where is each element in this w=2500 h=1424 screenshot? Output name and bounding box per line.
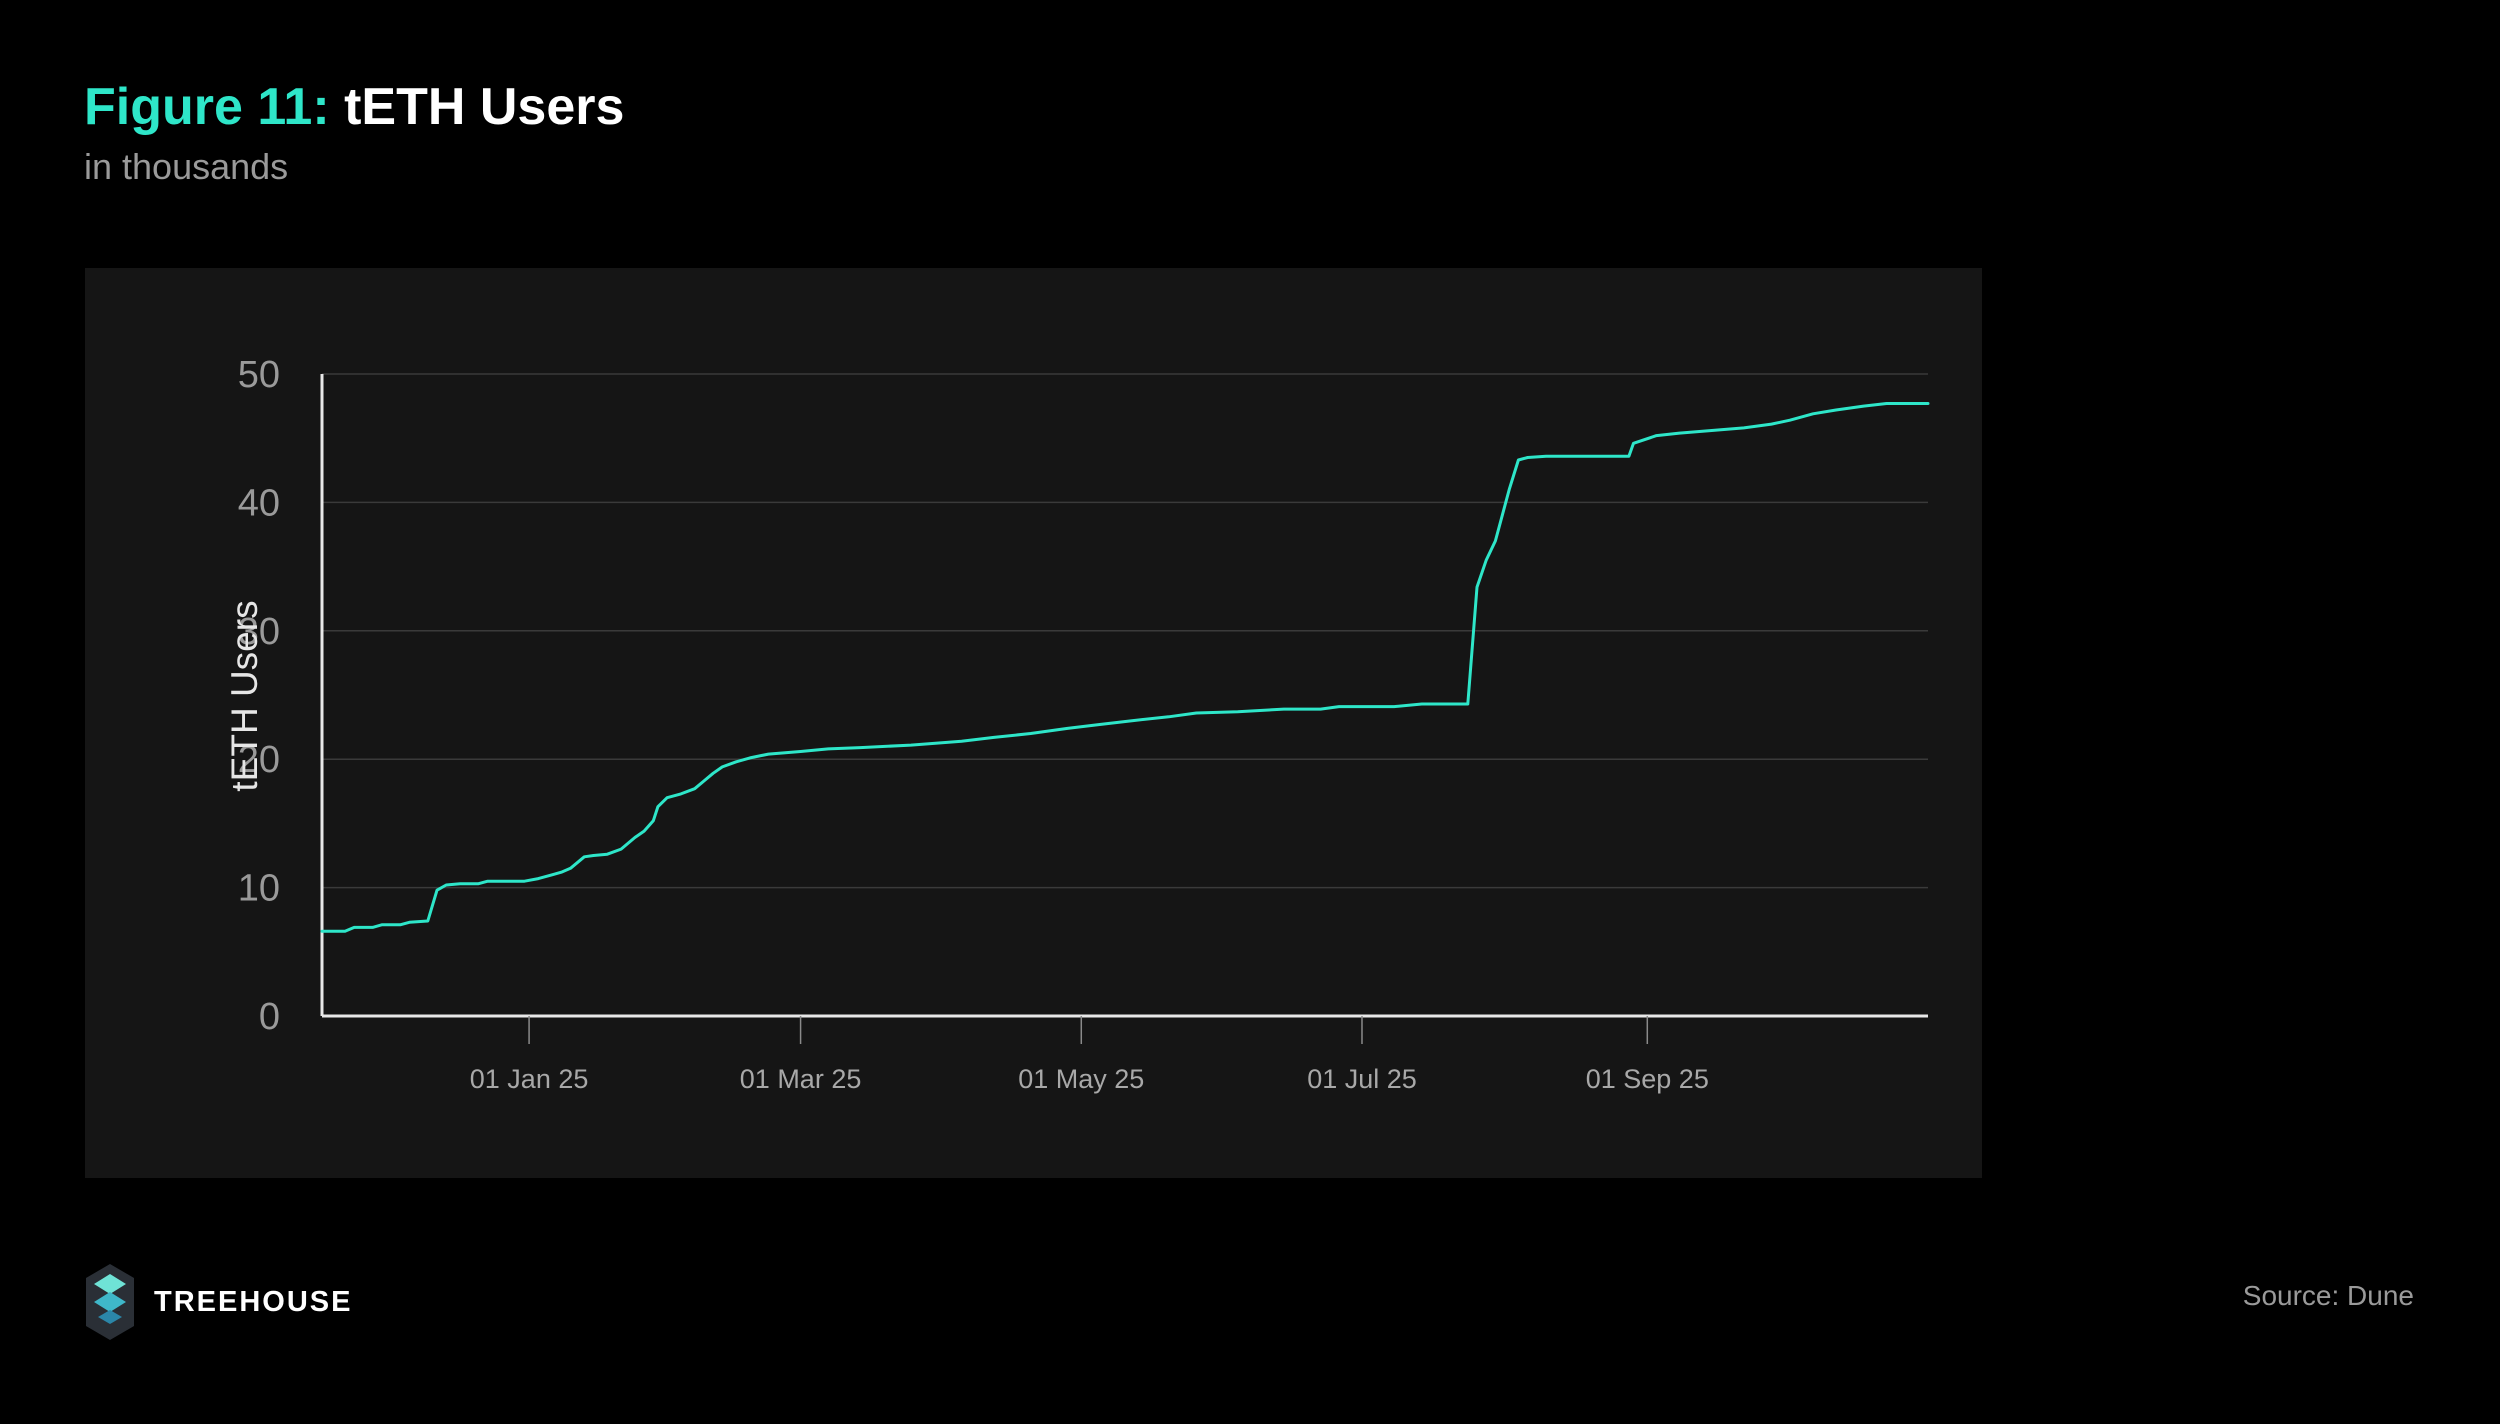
chart-title: Figure 11: tETH Users xyxy=(84,72,624,142)
x-tick-label: 01 Jul 25 xyxy=(1307,1064,1417,1094)
x-tick-label: 01 Mar 25 xyxy=(740,1064,862,1094)
brand-name: TREEHOUSE xyxy=(154,1285,353,1318)
y-tick-label: 30 xyxy=(238,611,280,653)
y-tick-label: 40 xyxy=(238,482,280,524)
x-tick-label: 01 Sep 25 xyxy=(1586,1064,1709,1094)
grid-lines xyxy=(322,373,1928,889)
figure-label: Figure 11: xyxy=(84,78,330,136)
tick-labels: 0 10 20 30 40 50 01 Jan 25 01 Mar 25 01 May 25 01… xyxy=(238,354,1709,1094)
y-tick-label: 20 xyxy=(238,739,280,781)
y-tick-label: 10 xyxy=(238,868,280,910)
y-tick-label: 0 xyxy=(259,996,280,1038)
chart-panel: 0 10 20 30 40 50 01 Jan 25 01 Mar 25 01 May 25 01… xyxy=(85,268,1982,1178)
chart-subtitle: in thousands xyxy=(84,146,289,187)
treehouse-logo-icon xyxy=(86,1264,134,1340)
line-chart: 0 10 20 30 40 50 01 Jan 25 01 Mar 25 01 May 25 01… xyxy=(224,354,1930,1094)
x-tick-label: 01 May 25 xyxy=(1018,1064,1144,1094)
series-line-0 xyxy=(320,402,1930,933)
title-text: tETH Users xyxy=(344,78,625,136)
brand-logo: TREEHOUSE xyxy=(84,1262,352,1342)
series-layer xyxy=(320,402,1930,933)
axes xyxy=(320,374,1928,1044)
x-tick-label: 01 Jan 25 xyxy=(470,1064,589,1094)
y-tick-label: 50 xyxy=(238,354,280,396)
title-block: Figure 11: tETH Users in thousands xyxy=(84,72,624,192)
source-note: Source: Dune xyxy=(2242,1280,2414,1311)
y-axis-label: tETH Users xyxy=(224,600,265,791)
